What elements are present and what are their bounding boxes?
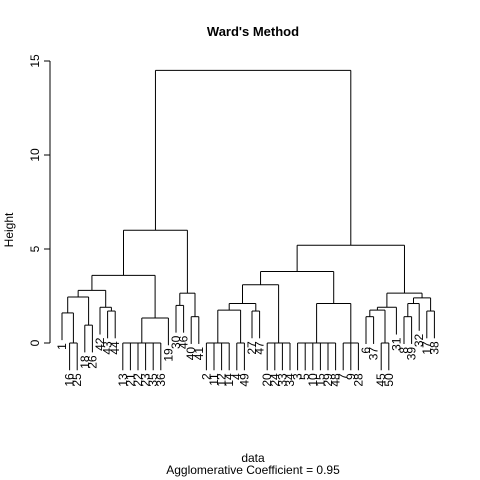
x-axis-label: data (241, 451, 265, 465)
leaf-label: 8 (397, 347, 411, 354)
leaf-label: 36 (154, 373, 168, 387)
leaf-label: 25 (70, 373, 84, 387)
leaf-label: 7 (336, 373, 350, 380)
leaf-label: 23 (139, 373, 153, 387)
leaf-label: 26 (85, 355, 99, 369)
leaf-label: 40 (184, 347, 198, 361)
leaf-label: 13 (116, 373, 130, 387)
leaf-label: 6 (359, 347, 373, 354)
y-tick-label: 15 (28, 54, 42, 68)
leaf-label: 41 (192, 347, 206, 361)
leaf-label: 34 (283, 373, 297, 387)
leaf-label: 2 (199, 373, 213, 380)
y-tick-label: 10 (28, 148, 42, 162)
leaf-label: 29 (321, 373, 335, 387)
y-tick-label: 0 (28, 339, 42, 346)
leaf-label: 42 (93, 337, 107, 351)
leaf-label: 3 (291, 373, 305, 380)
y-tick-label: 5 (28, 245, 42, 252)
leaf-label: 48 (329, 373, 343, 387)
leaf-label: 9 (344, 373, 358, 380)
leaf-label: 12 (215, 373, 229, 387)
leaf-label: 31 (389, 337, 403, 351)
leaf-label: 15 (313, 373, 327, 387)
leaf-label: 27 (245, 341, 259, 355)
leaf-label: 39 (405, 347, 419, 361)
leaf-label: 32 (412, 333, 426, 347)
subtitle: Agglomerative Coefficient = 0.95 (166, 463, 340, 477)
leaf-label: 35 (146, 373, 160, 387)
leaf-label: 10 (306, 373, 320, 387)
leaf-label: 20 (260, 373, 274, 387)
leaf-label: 33 (275, 373, 289, 387)
leaf-label: 11 (207, 373, 221, 386)
y-axis-label: Height (2, 212, 16, 247)
leaf-label: 30 (169, 335, 183, 349)
leaf-label: 1 (55, 343, 69, 350)
leaf-label: 37 (367, 347, 381, 361)
leaf-label: 46 (177, 335, 191, 349)
chart-title: Ward's Method (207, 24, 299, 39)
leaf-label: 45 (374, 373, 388, 387)
leaf-label: 49 (237, 373, 251, 387)
leaf-label: 5 (298, 373, 312, 380)
leaf-label: 19 (161, 348, 175, 362)
leaf-label: 21 (123, 373, 137, 387)
leaf-label: 22 (131, 373, 145, 387)
leaf-label: 28 (351, 373, 365, 387)
leaf-label: 16 (63, 373, 77, 387)
leaf-label: 50 (382, 373, 396, 387)
leaf-label: 17 (420, 341, 434, 355)
leaf-label: 38 (427, 341, 441, 355)
leaf-label: 4 (230, 373, 244, 380)
leaf-label: 44 (108, 341, 122, 355)
leaf-label: 14 (222, 373, 236, 387)
leaf-label: 24 (268, 373, 282, 387)
leaf-label: 43 (101, 341, 115, 355)
leaf-label: 18 (78, 355, 92, 369)
leaf-label: 47 (253, 341, 267, 355)
